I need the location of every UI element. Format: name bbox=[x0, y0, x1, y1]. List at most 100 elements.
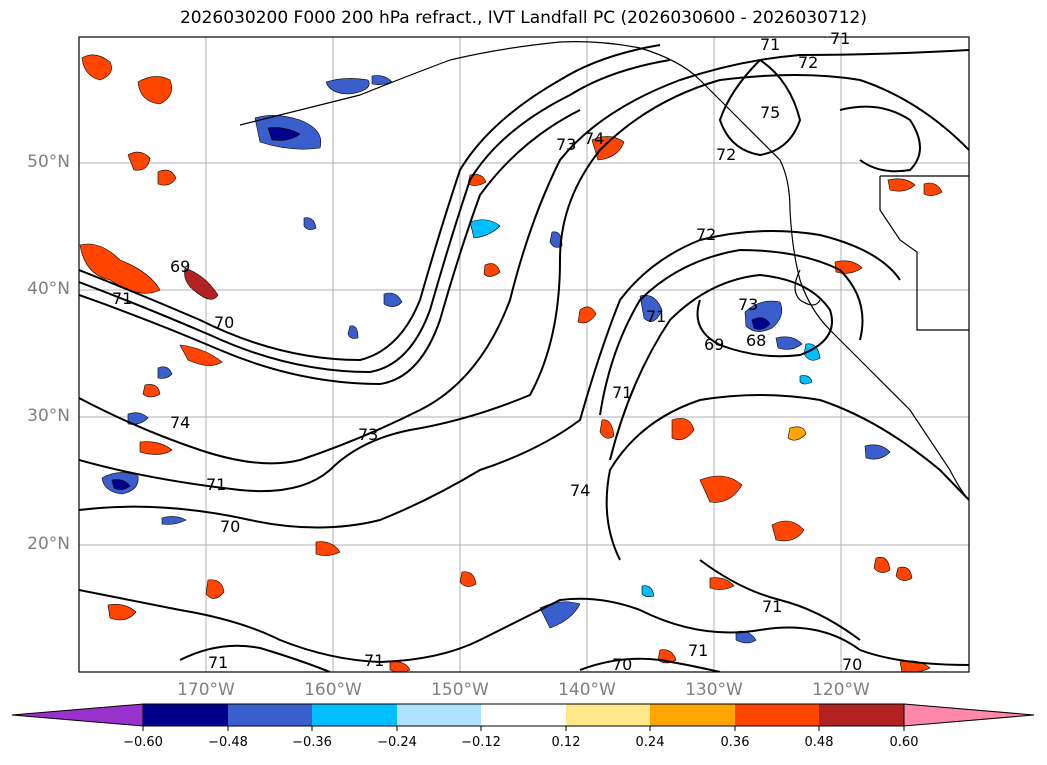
colorbar-swatch bbox=[397, 704, 481, 726]
colorbar-extend-min bbox=[11, 703, 144, 727]
cool-patch bbox=[641, 585, 655, 597]
colorbar-tick-label: −0.24 bbox=[377, 735, 417, 750]
negative-refractivity-patches bbox=[101, 75, 891, 644]
map-panel bbox=[79, 37, 969, 672]
colorbar-tick-label: 0.48 bbox=[804, 735, 834, 750]
cool-patch bbox=[639, 295, 663, 322]
contour-label: 70 bbox=[220, 517, 240, 536]
lon-label-140w: 140°W bbox=[558, 680, 616, 700]
warm-patch bbox=[184, 267, 219, 300]
map-frame bbox=[78, 36, 970, 673]
warm-patch bbox=[771, 520, 805, 542]
refractivity-contours bbox=[79, 44, 969, 672]
positive-refractivity-patches bbox=[79, 54, 943, 672]
contour-label: 71 bbox=[612, 383, 632, 402]
lon-label-160w: 160°W bbox=[304, 680, 362, 700]
contour-label: 70 bbox=[214, 313, 234, 332]
warm-patch bbox=[671, 418, 695, 441]
warm-patch bbox=[577, 306, 597, 324]
warm-patch bbox=[483, 263, 501, 277]
lat-label-30n: 30°N bbox=[27, 406, 70, 426]
warm-patch bbox=[591, 136, 625, 161]
contour-label: 71 bbox=[762, 597, 782, 616]
cool-patch bbox=[347, 325, 359, 339]
warm-patch bbox=[142, 384, 161, 398]
contour-label: 71 bbox=[112, 289, 132, 308]
lat-label-50n: 50°N bbox=[27, 152, 70, 172]
contour-label: 74 bbox=[570, 481, 590, 500]
cool-patch bbox=[775, 336, 803, 350]
contour-label: 71 bbox=[760, 35, 780, 54]
contour-label: 70 bbox=[612, 655, 632, 674]
contour-label: 75 bbox=[760, 103, 780, 122]
colorbar-tick-label: 0.12 bbox=[551, 735, 581, 750]
warm-patch bbox=[599, 419, 615, 439]
lat-label-40n: 40°N bbox=[27, 279, 70, 299]
warm-patch bbox=[179, 344, 223, 366]
colorbar-swatch bbox=[650, 704, 735, 726]
cool-patch bbox=[469, 219, 501, 239]
warm-patch bbox=[873, 556, 891, 573]
contour-label: 71 bbox=[830, 29, 850, 48]
colorbar-swatch bbox=[312, 704, 397, 726]
warm-patch bbox=[709, 577, 735, 590]
contour-label: 70 bbox=[842, 655, 862, 674]
colorbar-tick-label: −0.12 bbox=[461, 735, 501, 750]
colorbar-tick-label: 0.60 bbox=[889, 735, 919, 750]
cool-patch bbox=[383, 292, 403, 307]
colorbar-swatch bbox=[735, 704, 819, 726]
colorbar-extend-max bbox=[903, 703, 1035, 727]
contour-label: 71 bbox=[206, 475, 226, 494]
colorbar-tick-label: −0.60 bbox=[123, 735, 163, 750]
warm-patch bbox=[205, 579, 225, 599]
warm-patch bbox=[315, 541, 341, 556]
contour-label: 72 bbox=[798, 53, 818, 72]
contour-label: 72 bbox=[696, 225, 716, 244]
warm-patch bbox=[699, 475, 743, 503]
warm-patch bbox=[787, 426, 807, 441]
graticule bbox=[79, 37, 969, 672]
warm-patch bbox=[887, 178, 916, 192]
contour-label: 71 bbox=[646, 307, 666, 326]
contour-label: 73 bbox=[358, 425, 378, 444]
cool-patch bbox=[303, 217, 317, 230]
contour-label: 69 bbox=[170, 257, 190, 276]
contour-label: 71 bbox=[208, 653, 228, 672]
contour-label: 71 bbox=[688, 641, 708, 660]
colorbar-swatch bbox=[228, 704, 312, 726]
contour-labels: 71 71 72 75 73 74 72 72 69 71 70 74 73 7… bbox=[112, 29, 862, 674]
warm-patch bbox=[139, 441, 173, 455]
warm-patch bbox=[81, 54, 112, 81]
colorbar-swatch bbox=[566, 704, 650, 726]
cool-patch bbox=[799, 375, 813, 385]
contour-label: 74 bbox=[584, 129, 604, 148]
colorbar-swatch bbox=[481, 704, 566, 726]
warm-patch bbox=[834, 260, 863, 274]
warm-patch bbox=[895, 566, 913, 581]
contour-label: 73 bbox=[738, 295, 758, 314]
warm-patch bbox=[459, 571, 477, 587]
contour-label: 72 bbox=[716, 145, 736, 164]
contour-label: 74 bbox=[170, 413, 190, 432]
cool-patch bbox=[161, 516, 187, 525]
colorbar-tick-label: 0.36 bbox=[720, 735, 750, 750]
warm-patch bbox=[923, 182, 943, 196]
colorbar-tick-label: −0.48 bbox=[208, 735, 248, 750]
warm-patch bbox=[127, 151, 151, 171]
warm-patch bbox=[157, 169, 177, 186]
cool-patch bbox=[267, 127, 301, 141]
cool-patch bbox=[864, 444, 891, 460]
colorbar-swatch bbox=[143, 704, 228, 726]
colorbar bbox=[11, 703, 1035, 731]
lon-label-120w: 120°W bbox=[812, 680, 870, 700]
lat-label-20n: 20°N bbox=[27, 534, 70, 554]
colorbar-tick-label: 0.24 bbox=[635, 735, 665, 750]
cool-patch bbox=[157, 366, 173, 379]
lon-label-170w: 170°W bbox=[177, 680, 235, 700]
warm-patch bbox=[79, 243, 161, 294]
cool-patch bbox=[549, 231, 563, 248]
contour-label: 71 bbox=[364, 651, 384, 670]
colorbar-swatch bbox=[819, 704, 904, 726]
lon-label-150w: 150°W bbox=[431, 680, 489, 700]
